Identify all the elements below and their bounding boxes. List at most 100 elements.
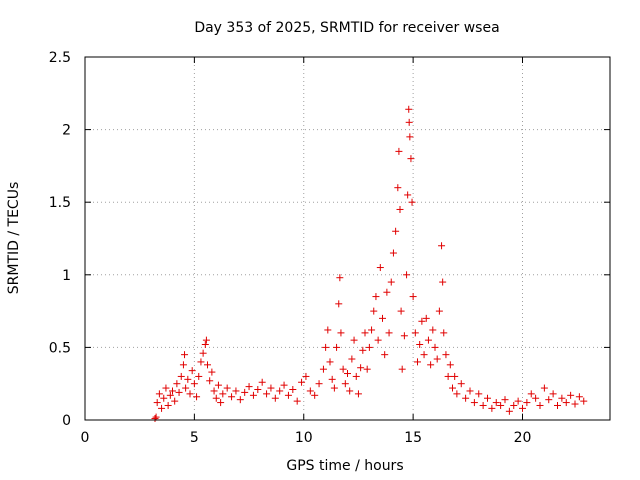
data-point	[361, 329, 369, 337]
data-point	[153, 399, 161, 407]
data-point	[501, 396, 509, 404]
data-point	[166, 391, 174, 399]
data-point	[337, 329, 345, 337]
data-point	[427, 361, 435, 369]
data-point	[298, 378, 306, 386]
data-point	[341, 380, 349, 388]
y-tick-labels: 0 0.5 1 1.5 2 2.5	[49, 50, 71, 429]
data-point	[462, 394, 470, 402]
data-point	[164, 401, 172, 409]
data-point	[394, 184, 402, 192]
data-point	[536, 401, 544, 409]
data-point	[182, 384, 190, 392]
data-point	[306, 387, 314, 395]
data-point	[407, 155, 415, 163]
data-point	[408, 198, 416, 206]
data-point	[420, 351, 428, 359]
data-point	[254, 386, 262, 394]
x-tick-labels: 0 5 10 15 20	[81, 430, 532, 446]
data-point	[370, 307, 378, 315]
data-point	[479, 401, 487, 409]
data-point	[276, 387, 284, 395]
data-point	[175, 388, 183, 396]
data-point	[232, 387, 240, 395]
data-point	[416, 340, 424, 348]
data-point	[267, 384, 275, 392]
data-point	[492, 399, 500, 407]
data-point	[466, 387, 474, 395]
data-point	[346, 387, 354, 395]
data-point	[409, 293, 417, 301]
data-point	[411, 329, 419, 337]
data-point	[470, 399, 478, 407]
data-point	[339, 365, 347, 373]
data-point	[444, 372, 452, 380]
data-point	[580, 397, 588, 405]
data-point	[497, 401, 505, 409]
data-point	[202, 336, 210, 344]
data-point	[439, 278, 447, 286]
data-point	[350, 336, 358, 344]
y-tick-label: 2	[62, 123, 71, 139]
data-point	[333, 343, 341, 351]
data-point	[348, 355, 356, 363]
x-tick-label: 10	[295, 430, 313, 446]
data-point	[372, 293, 380, 301]
data-point	[532, 394, 540, 402]
x-tick-label: 20	[514, 430, 532, 446]
data-point	[368, 326, 376, 334]
data-point	[549, 390, 557, 398]
data-point	[545, 396, 553, 404]
data-point	[249, 391, 257, 399]
data-point	[315, 380, 323, 388]
data-point	[396, 205, 404, 213]
data-point	[457, 380, 465, 388]
data-point	[406, 133, 414, 141]
data-point	[562, 399, 570, 407]
data-point	[374, 336, 382, 344]
data-point	[330, 384, 338, 392]
data-point	[571, 400, 579, 408]
gridlines	[85, 57, 610, 420]
data-point	[241, 388, 249, 396]
data-point	[160, 394, 168, 402]
data-point	[395, 147, 403, 155]
data-point	[271, 394, 279, 402]
data-point	[488, 404, 496, 412]
data-point	[575, 393, 583, 401]
data-point	[173, 380, 181, 388]
x-tick-label: 0	[81, 430, 90, 446]
data-point	[363, 365, 371, 373]
data-point	[385, 329, 393, 337]
y-axis-label: SRMTID / TECUs	[6, 182, 22, 295]
data-point	[527, 390, 535, 398]
data-point	[519, 404, 526, 412]
data-point	[405, 118, 413, 126]
data-point	[435, 307, 443, 315]
data-point	[505, 407, 513, 415]
data-point	[433, 355, 441, 363]
data-point	[186, 390, 194, 398]
data-point	[319, 365, 327, 373]
data-point	[228, 393, 236, 401]
data-point	[403, 271, 411, 279]
data-point	[392, 227, 400, 235]
data-point	[554, 401, 561, 409]
data-point	[449, 384, 456, 392]
data-point	[219, 390, 227, 398]
data-point	[387, 278, 395, 286]
data-point	[184, 375, 192, 383]
data-point	[311, 391, 319, 399]
data-point	[357, 364, 365, 372]
data-point	[400, 332, 408, 340]
data-point	[284, 391, 292, 399]
data-point	[151, 415, 159, 423]
data-point	[440, 329, 448, 337]
y-tick-label: 0.5	[49, 340, 71, 356]
data-point	[446, 361, 454, 369]
y-tick-label: 1.5	[49, 195, 71, 211]
data-point	[442, 351, 450, 359]
plot-frame	[84, 56, 611, 421]
